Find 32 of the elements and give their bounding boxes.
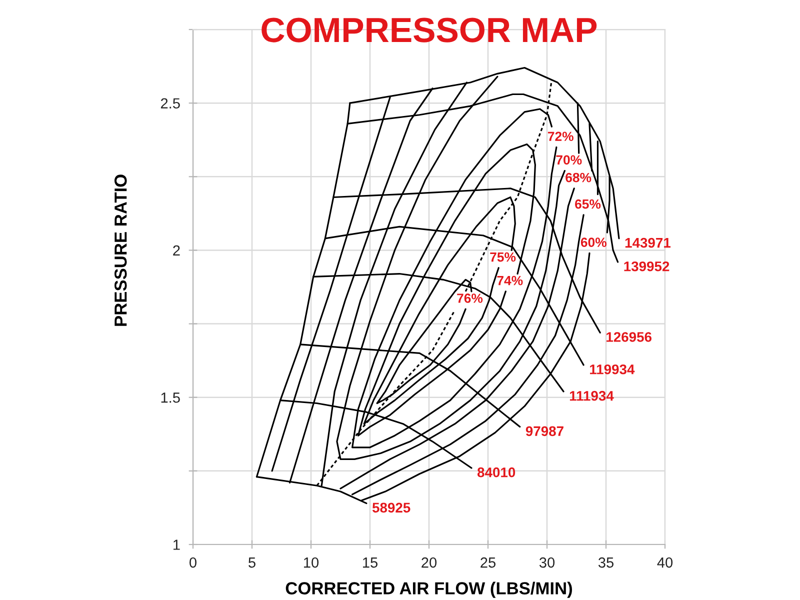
annotation: 97987 xyxy=(526,426,564,436)
x-tick-label: 5 xyxy=(248,558,256,568)
y-tick-label: 1 xyxy=(174,540,180,550)
x-tick-label: 10 xyxy=(304,557,319,568)
x-tick-label: 40 xyxy=(657,557,673,568)
x-tick-label: 30 xyxy=(539,557,555,568)
x-axis-title: CORRECTED AIR FLOW (LBS/MIN) xyxy=(286,582,572,598)
x-tick-label: 15 xyxy=(363,558,378,568)
y-axis-title: PRESSURE RATIO xyxy=(114,174,127,326)
chart-title: COMPRESSOR MAP xyxy=(262,18,597,42)
x-tick-label: 20 xyxy=(422,557,437,568)
annotation: 68% xyxy=(566,172,592,182)
annotation: 139952 xyxy=(624,261,670,272)
annotation: 58925 xyxy=(372,502,410,513)
annotation: 119934 xyxy=(590,364,635,374)
y-tick-label: 2 xyxy=(173,245,180,256)
annotation: 126956 xyxy=(606,332,652,342)
annotation: 72% xyxy=(548,132,574,142)
annotation: 143971 xyxy=(625,238,670,248)
annotation: 60% xyxy=(580,238,607,247)
annotation: 74% xyxy=(497,276,523,286)
y-tick-label: 2.5 xyxy=(160,98,180,109)
annotation: 75% xyxy=(490,252,516,262)
annotation: 84010 xyxy=(477,467,516,478)
annotation: 76% xyxy=(457,294,483,303)
x-tick-label: 25 xyxy=(480,557,496,568)
x-tick-label: 35 xyxy=(598,557,614,568)
annotation: 70% xyxy=(556,155,582,165)
x-tick-label: 0 xyxy=(190,557,196,568)
annotation: 65% xyxy=(575,199,601,209)
annotation: 111934 xyxy=(570,390,614,401)
y-tick-label: 1.5 xyxy=(161,392,180,403)
